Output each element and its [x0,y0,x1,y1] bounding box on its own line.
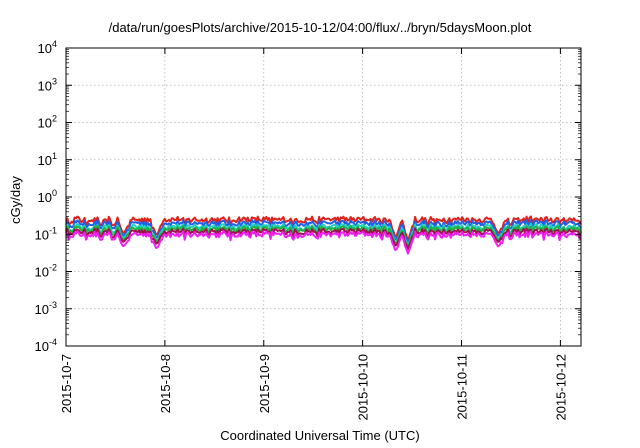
x-axis-label: Coordinated Universal Time (UTC) [220,428,420,443]
x-tick-label: 2015-10-8 [158,354,173,413]
x-tick-label: 2015-10-9 [257,354,272,413]
y-tick-label: 10-2 [35,263,57,280]
y-axis-label: cGy/day [8,176,23,224]
x-tick-label: 2015-10-10 [356,354,371,421]
y-axis: 104 103 102 101 100 10-1 10-2 10-3 10-4 [35,39,581,354]
grid [66,48,581,346]
y-tick-label: 100 [38,188,57,205]
chart-title: /data/run/goesPlots/archive/2015-10-12/0… [108,20,532,35]
y-tick-label: 101 [38,151,57,168]
y-tick-label: 10-1 [35,225,57,242]
x-tick-label: 2015-10-12 [553,354,568,421]
series-layer [65,215,582,255]
y-tick-label: 103 [38,76,57,93]
series-line [65,230,582,255]
x-axis: 2015-10-7 2015-10-8 2015-10-9 2015-10-10 201… [59,48,568,421]
y-tick-label: 104 [38,39,57,56]
y-tick-label: 10-4 [35,337,57,354]
y-tick-label: 102 [38,114,57,131]
y-tick-label: 10-3 [35,300,57,317]
x-tick-label: 2015-10-7 [59,354,74,413]
x-tick-label: 2015-10-11 [455,354,470,420]
